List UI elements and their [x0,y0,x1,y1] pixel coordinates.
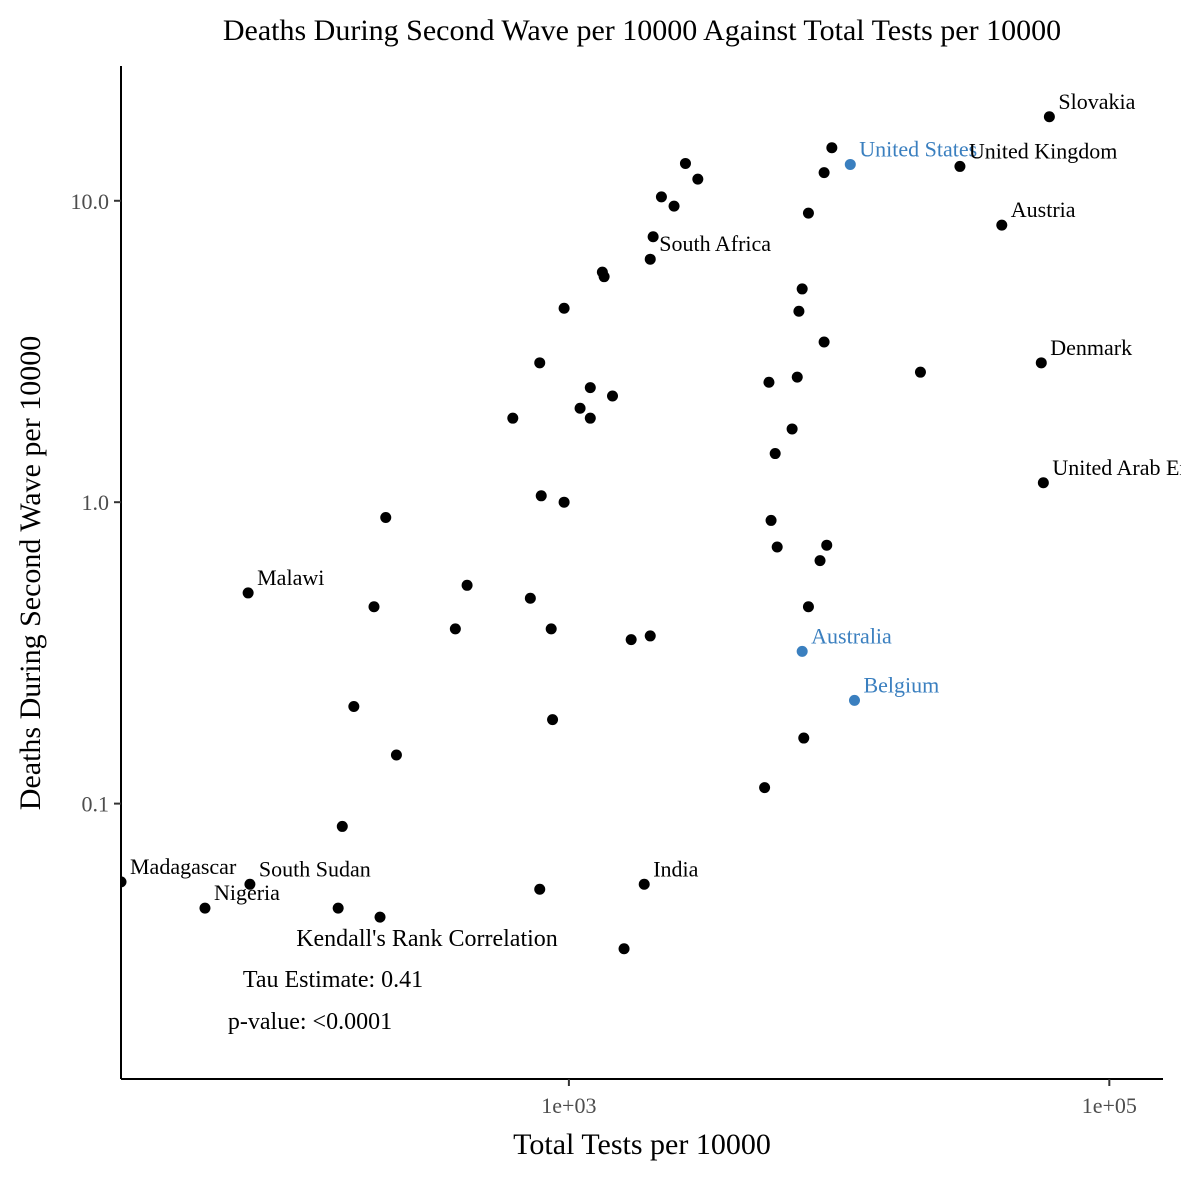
point-label: South Sudan [259,856,371,881]
data-point [534,883,546,895]
data-point [668,200,680,212]
data-point [826,142,838,154]
kendall-correlation-title: Kendall's Rank Correlation [296,926,558,952]
points-layer [121,111,1055,955]
data-point [914,366,926,378]
data-point [802,601,814,613]
data-point [814,555,826,567]
data-point [798,732,810,744]
data-point-madagascar [121,876,127,888]
data-point [771,541,783,553]
tau-estimate-label: Tau Estimate: 0.41 [243,967,423,993]
data-point [584,382,596,394]
point-label: India [653,856,698,881]
data-point-belgium [848,694,860,706]
x-axis-title: Total Tests per 10000 [513,1128,771,1161]
data-point-slovakia [1043,111,1055,123]
point-label: Denmark [1050,335,1132,360]
p-value-label: p-value: <0.0001 [228,1009,392,1035]
data-point [679,157,691,169]
x-tick-label: 1e+05 [1082,1093,1137,1118]
data-point [336,820,348,832]
ticks-layer: 1e+03 1e+05 0.1 1.0 10.0 [71,189,1137,1118]
data-point [574,402,586,414]
point-label: Australia [811,623,892,648]
data-point [558,496,570,508]
point-label: United States [859,136,977,161]
data-point [348,700,360,712]
data-point [584,412,596,424]
data-point-malawi [242,587,254,599]
data-point [507,412,519,424]
y-tick-label: 0.1 [82,792,110,817]
data-point [368,601,380,613]
point-label: United Kingdom [969,138,1117,163]
data-point [618,943,630,955]
data-point [796,283,808,295]
data-point-united-arab-emir [1037,477,1049,489]
data-point [793,305,805,317]
y-axis-title: Deaths During Second Wave per 10000 [14,336,47,810]
data-point [802,207,814,219]
point-label: Slovakia [1058,89,1135,114]
data-point [534,357,546,369]
point-label: Madagascar [130,854,237,879]
data-point [791,371,803,383]
data-point-australia [796,645,808,657]
point-label: Austria [1011,197,1076,222]
data-point [692,173,704,185]
data-point [524,592,536,604]
data-point [821,539,833,551]
data-point-south-africa [644,253,656,265]
y-tick-label: 10.0 [71,189,110,214]
data-point-nigeria [199,902,211,914]
data-point-south-sudan [244,878,256,890]
data-point-united-states [844,158,856,170]
data-point-austria [996,219,1008,231]
data-point [461,579,473,591]
data-point [655,191,667,203]
data-point-denmark [1035,357,1047,369]
x-tick-label: 1e+03 [541,1093,596,1118]
data-point-india [638,878,650,890]
point-label: Nigeria [214,880,280,905]
data-point [818,336,830,348]
point-label: United Arab Emir [1052,455,1181,480]
data-point [644,630,656,642]
data-point [598,271,610,283]
data-point [759,782,771,794]
data-point [818,167,830,179]
data-point [786,423,798,435]
data-point [374,911,386,923]
point-label: Malawi [257,565,324,590]
data-point [765,514,777,526]
data-point [607,390,619,402]
data-point [647,231,659,243]
data-point [390,749,402,761]
data-point [535,490,547,502]
point-label: Belgium [863,672,939,697]
data-point-united-kingdom [954,160,966,172]
data-point [545,623,557,635]
y-tick-label: 1.0 [82,490,110,515]
data-point [547,714,559,726]
data-point [449,623,461,635]
data-point [769,448,781,460]
data-point [763,376,775,388]
data-point [558,302,570,314]
chart-title: Deaths During Second Wave per 10000 Agai… [223,14,1061,47]
data-point [332,902,344,914]
point-label: South Africa [659,231,771,256]
data-point [625,634,637,646]
data-point [380,511,392,523]
